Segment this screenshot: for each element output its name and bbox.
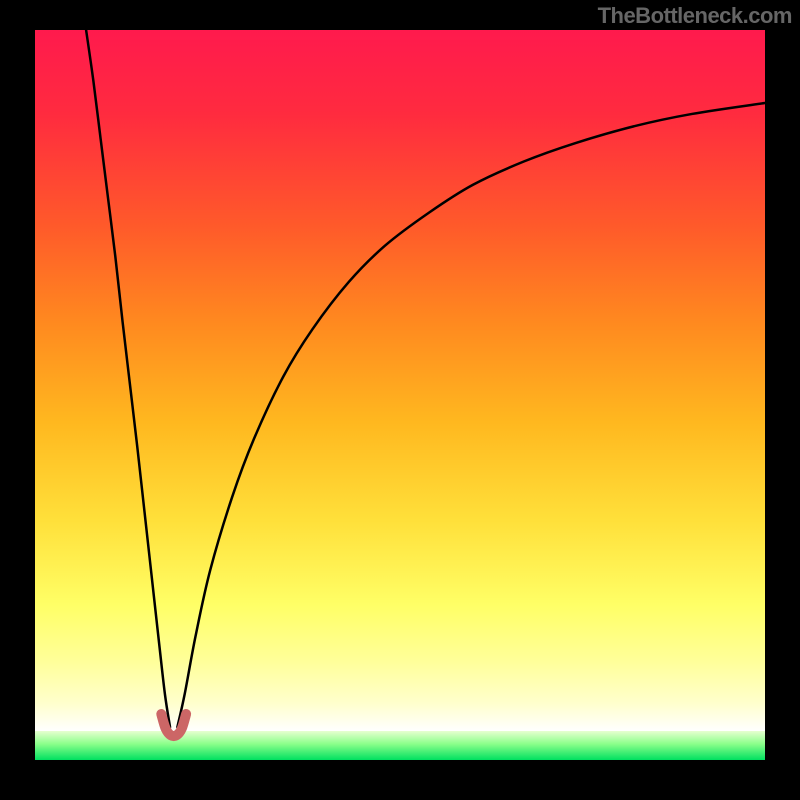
curve-left-branch [86,30,170,727]
watermark-text: TheBottleneck.com [598,3,792,29]
plot-area [35,30,765,760]
curve-right-branch [177,103,765,727]
chart-frame: TheBottleneck.com [0,0,800,800]
bottleneck-curve [35,30,765,760]
optimal-point-marker [161,714,186,736]
